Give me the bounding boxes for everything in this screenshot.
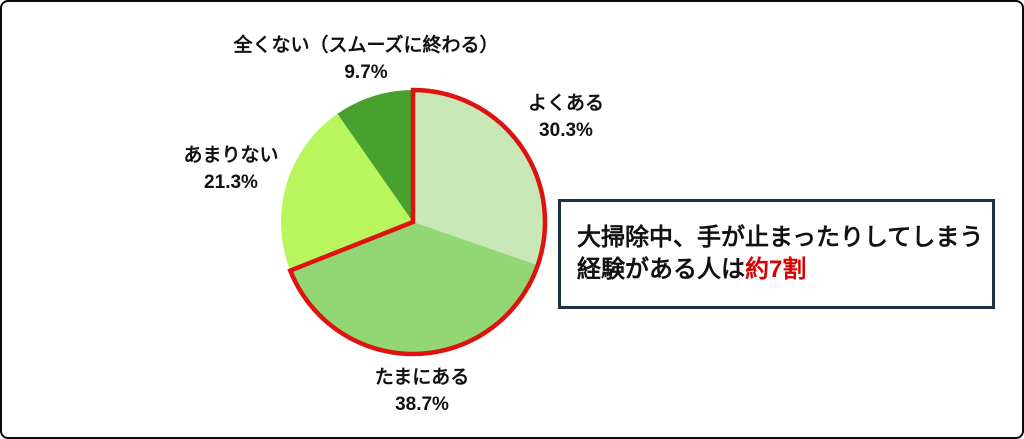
- callout-box: 大掃除中、手が止まったりしてしまう 経験がある人は約7割: [558, 199, 995, 309]
- slice-label-text: たまにある: [374, 367, 470, 388]
- callout-highlight-text: 約7割: [745, 256, 807, 283]
- slice-label-rarely: あまりない 21.3%: [183, 142, 278, 196]
- pie-svg: [281, 87, 548, 357]
- callout-line1: 大掃除中、手が止まったりしてしまう: [577, 222, 984, 254]
- slice-label-pct: 21.3%: [204, 172, 258, 193]
- slice-label-pct: 9.7%: [344, 62, 388, 83]
- slice-label-sometimes: たまにある 38.7%: [375, 364, 469, 418]
- slice-label-text: よくある: [527, 93, 605, 114]
- callout-line1-text: 大掃除中、手が止まったりしてしまう: [577, 224, 984, 251]
- callout-line2: 経験がある人は約7割: [577, 254, 984, 286]
- slice-label-pct: 38.7%: [395, 394, 449, 415]
- slice-label-pct: 30.3%: [539, 120, 593, 141]
- pie-slice-2: [281, 113, 413, 271]
- slice-label-text: 全くない（スムーズに終わる）: [233, 35, 499, 56]
- highlight-outline: [287, 87, 548, 357]
- slice-label-often: よくある 30.3%: [528, 90, 604, 144]
- callout-line2-prefix: 経験がある人は: [577, 256, 745, 283]
- pie-slice-0: [413, 90, 546, 266]
- slice-label-text: あまりない: [183, 145, 279, 166]
- pie-slice-1: [290, 222, 538, 355]
- pie-slice-3: [337, 90, 413, 222]
- slice-label-none: 全くない（スムーズに終わる） 9.7%: [233, 32, 498, 86]
- pie-chart: [263, 72, 563, 372]
